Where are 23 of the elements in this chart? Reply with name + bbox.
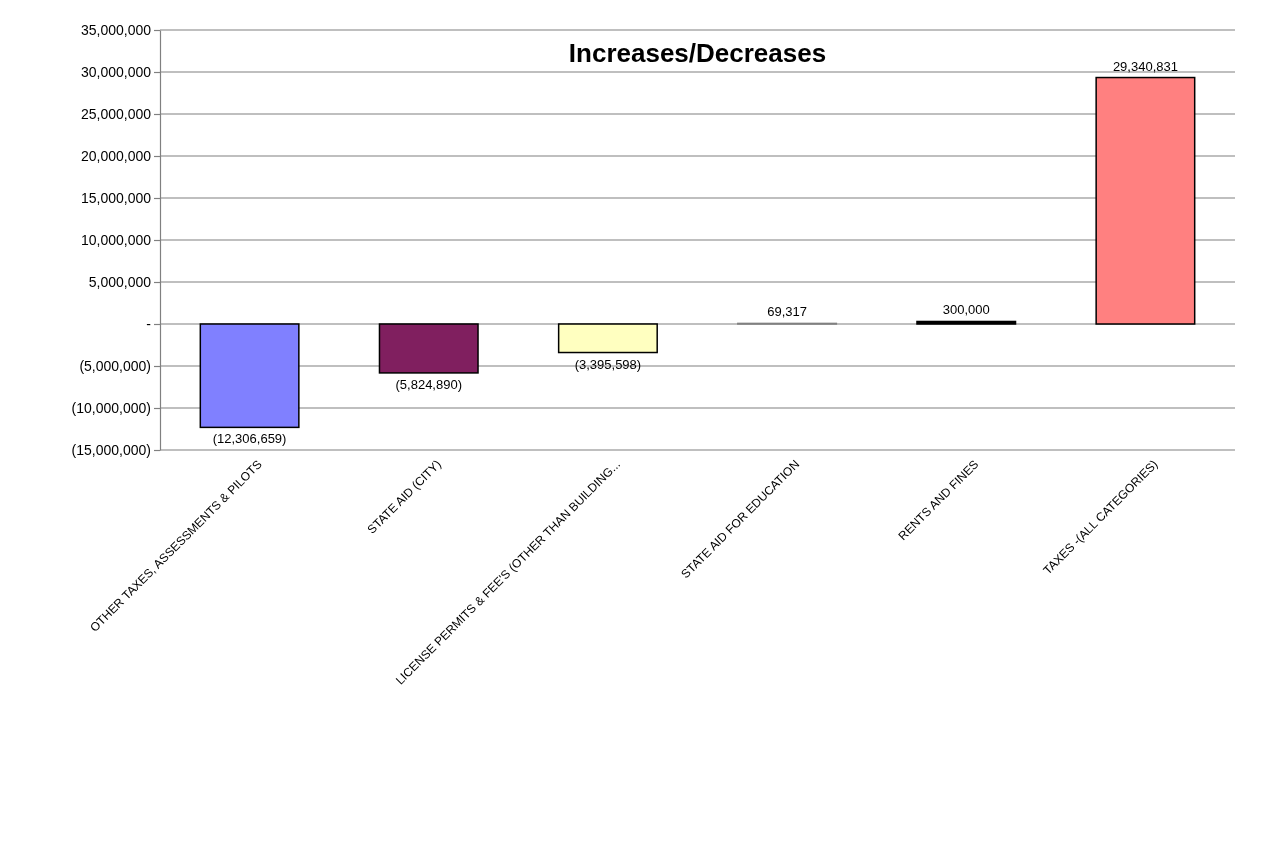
data-label: 300,000 bbox=[942, 302, 990, 318]
y-tick-label: 5,000,000 bbox=[88, 273, 152, 290]
bar bbox=[916, 320, 1017, 325]
y-tick-label: - bbox=[146, 315, 152, 332]
y-tick-label: 15,000,000 bbox=[80, 189, 152, 206]
y-tick-label: 35,000,000 bbox=[80, 21, 152, 38]
data-label: 29,340,831 bbox=[1112, 58, 1178, 74]
y-tick-label: (5,000,000) bbox=[79, 357, 151, 374]
data-label: 69,317 bbox=[767, 304, 807, 320]
y-tick-label: 30,000,000 bbox=[80, 63, 152, 80]
y-tick-label: (10,000,000) bbox=[71, 399, 151, 416]
y-tick-label: 25,000,000 bbox=[80, 105, 152, 122]
data-label: (12,306,659) bbox=[212, 431, 287, 447]
y-tick-label: 20,000,000 bbox=[80, 147, 152, 164]
data-label: (5,824,890) bbox=[395, 376, 462, 392]
y-tick-label: (15,000,000) bbox=[71, 441, 151, 458]
data-label: (3,395,598) bbox=[574, 356, 642, 372]
chart-title: Increases/Decreases bbox=[568, 38, 827, 68]
bar bbox=[1095, 76, 1196, 325]
bar bbox=[378, 323, 479, 374]
y-tick-label: 10,000,000 bbox=[80, 231, 152, 248]
bar bbox=[557, 323, 658, 354]
bar bbox=[199, 323, 300, 429]
